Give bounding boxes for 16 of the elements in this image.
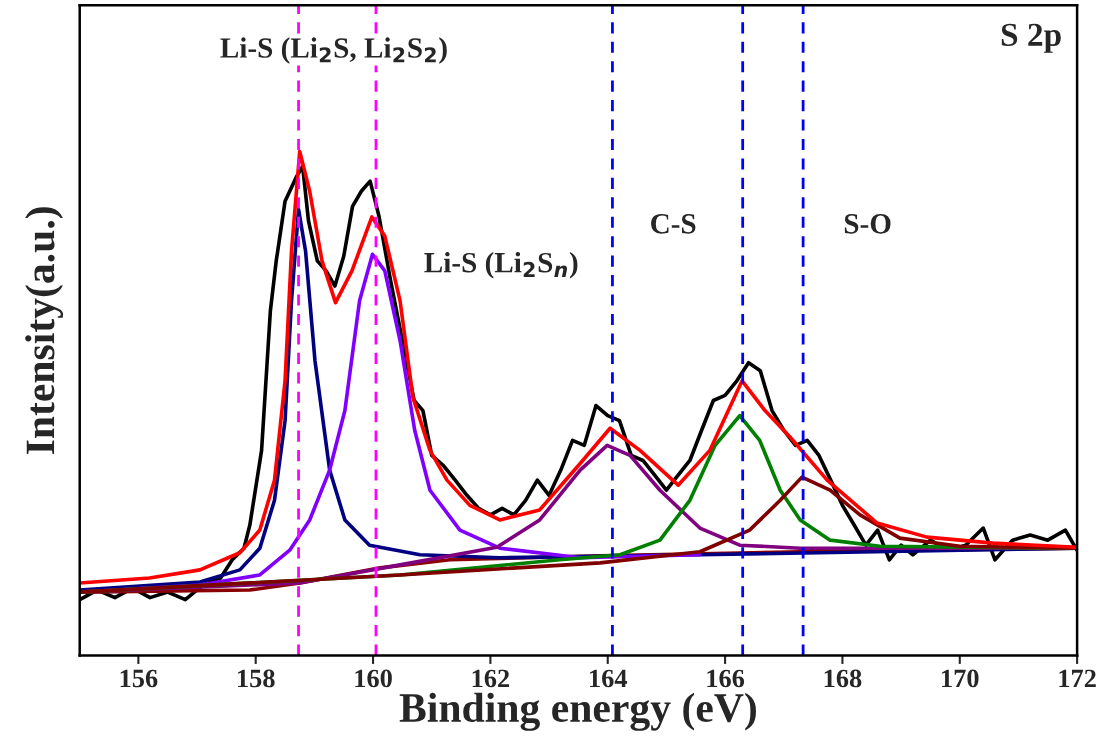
x-tick-label: 160 bbox=[355, 669, 392, 688]
x-tick-label: 162 bbox=[472, 669, 510, 688]
x-tick-label: 156 bbox=[120, 669, 158, 688]
y-axis-title: Intensity(a.u.) bbox=[25, 207, 64, 455]
annotation: Li-S (Li$_{2}$S$_{n}$) bbox=[424, 251, 578, 279]
text: S 2p bbox=[1001, 23, 1061, 53]
x-tick-label: 168 bbox=[824, 669, 862, 688]
text: Li-S (Li$_{2}$S, Li$_{2}$S$_{2}$) bbox=[220, 37, 447, 64]
x-tick-label: 172 bbox=[1059, 669, 1096, 688]
x-tick-label: 164 bbox=[590, 669, 628, 688]
annotation: C-S bbox=[651, 214, 696, 234]
x-tick-label: 158 bbox=[238, 669, 275, 688]
annotation: S-O bbox=[844, 214, 891, 234]
x-tick-label: 170 bbox=[942, 669, 979, 688]
x-axis-title: Binding energy (eV) bbox=[399, 692, 756, 731]
x-tick-label: 166 bbox=[707, 669, 745, 688]
